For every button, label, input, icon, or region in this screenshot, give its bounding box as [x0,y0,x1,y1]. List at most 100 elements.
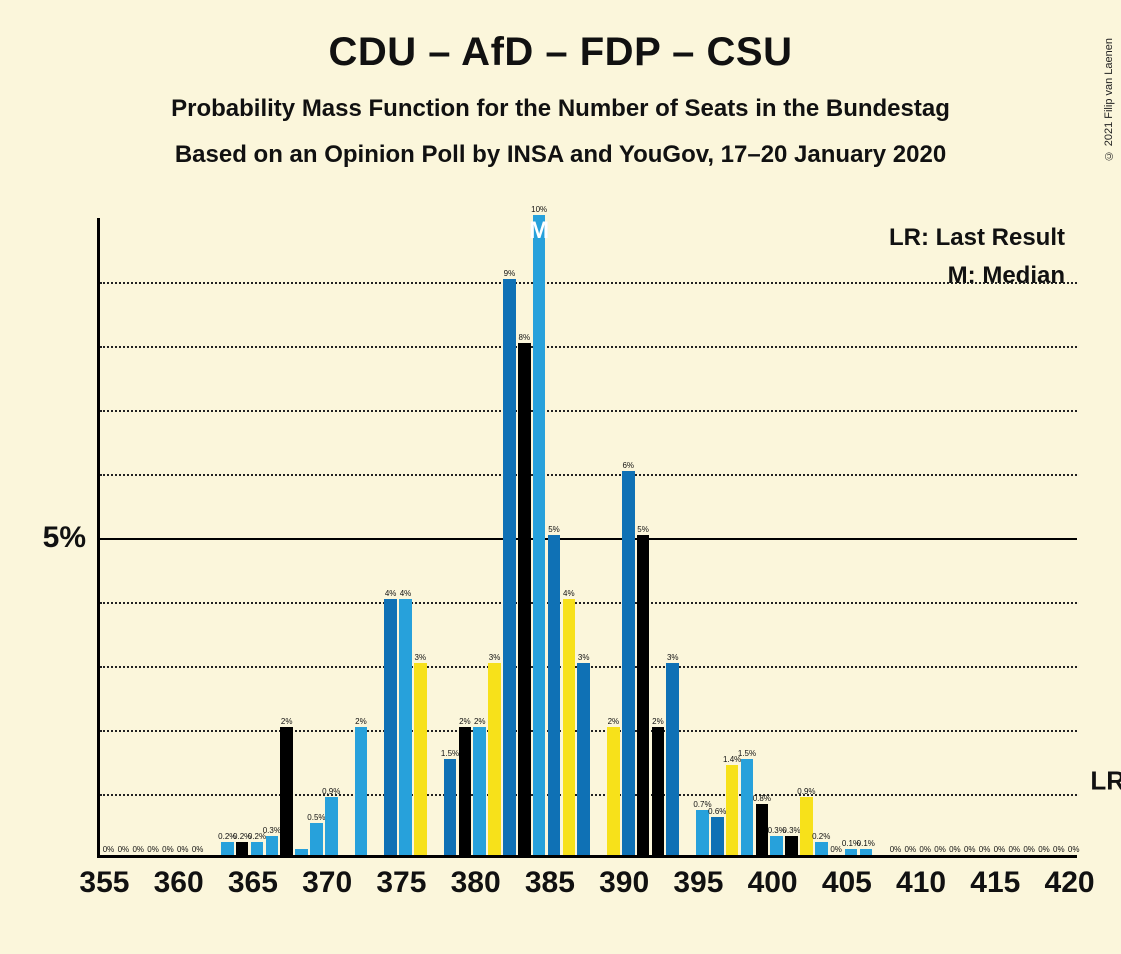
bar-value-label: 0% [1053,845,1065,854]
bar: 0.3% [770,836,783,855]
bar: 0.2% [251,842,264,855]
bar-value-label: 0.9% [322,787,340,796]
bar-value-label: 2% [459,717,471,726]
bar: 0.6% [711,817,724,855]
bar: 4% [384,599,397,855]
bar-value-label: 5% [548,525,560,534]
bar-value-label: 0% [1009,845,1021,854]
bar-value-label: 0.6% [708,807,726,816]
bar-value-label: 0% [964,845,976,854]
x-axis-tick: 375 [376,866,426,900]
x-axis-tick: 405 [822,866,872,900]
bar-value-label: 4% [400,589,412,598]
bar-value-label: 0% [103,845,115,854]
x-axis-tick: 365 [228,866,278,900]
bar-value-label: 2% [608,717,620,726]
grid-line [100,410,1077,412]
bar-value-label: 0% [905,845,917,854]
bar: 5% [548,535,561,855]
grid-line [100,474,1077,476]
bar: 8% [518,343,531,855]
bar: 3% [414,663,427,855]
bar-value-label: 0.5% [307,813,325,822]
y-axis-label: 5% [43,521,100,555]
bar: 0.2% [221,842,234,855]
x-axis-tick: 370 [302,866,352,900]
bar-value-label: 0.3% [263,826,281,835]
grid-line [100,346,1077,348]
bar: 0.2% [236,842,249,855]
page-title: CDU – AfD – FDP – CSU [0,30,1121,75]
bar: 6% [622,471,635,855]
bar-value-label: 10% [531,205,547,214]
bar: 0.9% [325,797,338,855]
bar-value-label: 1.5% [738,749,756,758]
bar-value-label: 2% [355,717,367,726]
bar: 5% [637,535,650,855]
bar-value-label: 0% [1038,845,1050,854]
bar: 0.1% [845,849,858,855]
bar: 4% [563,599,576,855]
x-axis-tick: 390 [599,866,649,900]
bar: 3% [666,663,679,855]
bar-value-label: 0% [949,845,961,854]
bar-value-label: 0% [890,845,902,854]
grid-line [100,538,1077,540]
x-axis-tick: 420 [1045,866,1095,900]
bar-value-label: 0% [934,845,946,854]
bar-value-label: 0% [1023,845,1035,854]
bar-value-label: 2% [652,717,664,726]
bar-value-label: 6% [622,461,634,470]
bar: 2% [459,727,472,855]
bar-value-label: 5% [637,525,649,534]
bar-value-label: 3% [667,653,679,662]
bar: 0.7% [696,810,709,855]
bar: 0.5% [310,823,323,855]
bar-value-label: 0.2% [812,832,830,841]
subtitle-1: Probability Mass Function for the Number… [0,95,1121,123]
bar-value-label: 3% [415,653,427,662]
bar: 2% [280,727,293,855]
subtitle-2: Based on an Opinion Poll by INSA and You… [0,141,1121,169]
bar-value-label: 0% [979,845,991,854]
bar-value-label: 0% [192,845,204,854]
bar: 0.1% [860,849,873,855]
bar-value-label: 0.8% [753,794,771,803]
grid-line [100,602,1077,604]
bar-value-label: 0% [1068,845,1080,854]
chart-area: LR: Last Result M: Median 5%LR0%0%0%0%0%… [55,218,1095,898]
bar: 0.8% [756,804,769,855]
bar-value-label: 1.5% [441,749,459,758]
bar: 2% [607,727,620,855]
bar-value-label: 8% [519,333,531,342]
bar-value-label: 3% [489,653,501,662]
bar-value-label: 4% [563,589,575,598]
bar: 3% [488,663,501,855]
bar: 2% [355,727,368,855]
median-marker: M [529,217,549,245]
bar-value-label: 0.1% [857,839,875,848]
bar: 0.3% [266,836,279,855]
lr-marker: LR [1090,766,1121,797]
bar-value-label: 0% [177,845,189,854]
x-axis-tick: 360 [154,866,204,900]
legend-lr: LR: Last Result [889,224,1065,252]
bar: 2% [473,727,486,855]
bar: 1.4% [726,765,739,855]
copyright: © 2021 Filip van Laenen [1103,38,1115,161]
bar-value-label: 3% [578,653,590,662]
bar: 0.9% [800,797,813,855]
bar-value-label: 0.9% [797,787,815,796]
bar: 1.5% [444,759,457,855]
bar-value-label: 0% [919,845,931,854]
x-axis-tick: 410 [896,866,946,900]
plot-area: LR: Last Result M: Median 5%LR0%0%0%0%0%… [97,218,1077,858]
bar: 10%M [533,215,546,855]
bar-value-label: 0% [132,845,144,854]
x-axis-tick: 385 [525,866,575,900]
bar-value-label: 2% [474,717,486,726]
x-axis-tick: 380 [451,866,501,900]
bar-value-label: 0% [994,845,1006,854]
bar-value-label: 2% [281,717,293,726]
x-axis-tick: 415 [970,866,1020,900]
